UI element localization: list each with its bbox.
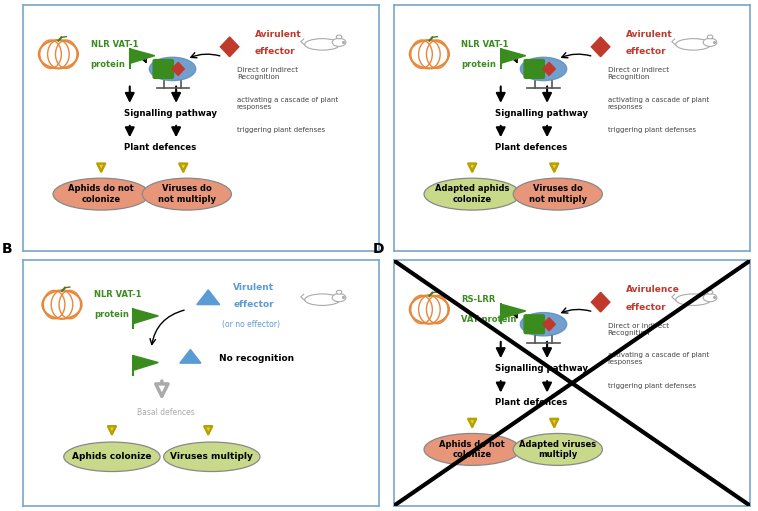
Text: activating a cascade of plant
responses: activating a cascade of plant responses xyxy=(608,352,709,365)
Text: Viruses do
not multiply: Viruses do not multiply xyxy=(158,184,216,204)
Text: Avirulent: Avirulent xyxy=(255,30,302,39)
Text: protein: protein xyxy=(462,59,496,68)
FancyBboxPatch shape xyxy=(524,315,544,334)
Text: Avirulent: Avirulent xyxy=(625,30,672,39)
Polygon shape xyxy=(130,49,155,63)
Text: No recognition: No recognition xyxy=(219,354,294,363)
Ellipse shape xyxy=(332,38,346,47)
Polygon shape xyxy=(133,309,158,323)
Text: D: D xyxy=(372,242,384,256)
Ellipse shape xyxy=(703,38,717,47)
Text: Direct or indirect
Recognition: Direct or indirect Recognition xyxy=(608,322,669,336)
Ellipse shape xyxy=(513,433,603,466)
Text: RS-LRR: RS-LRR xyxy=(462,295,496,304)
Text: Adapted aphids
colonize: Adapted aphids colonize xyxy=(435,184,509,204)
Text: Direct or indirect
Recognition: Direct or indirect Recognition xyxy=(608,67,669,80)
Polygon shape xyxy=(591,37,610,57)
Ellipse shape xyxy=(424,178,520,210)
Text: Aphids colonize: Aphids colonize xyxy=(72,452,152,461)
Text: Virulent: Virulent xyxy=(233,283,274,292)
Text: Viruses do
not multiply: Viruses do not multiply xyxy=(529,184,587,204)
FancyBboxPatch shape xyxy=(524,60,544,78)
Polygon shape xyxy=(133,356,158,370)
Polygon shape xyxy=(591,292,610,312)
Text: Viruses multiply: Viruses multiply xyxy=(171,452,253,461)
Polygon shape xyxy=(180,350,201,363)
Text: Signalling pathway: Signalling pathway xyxy=(124,109,218,118)
Polygon shape xyxy=(501,304,526,319)
Polygon shape xyxy=(543,318,556,331)
Polygon shape xyxy=(221,37,239,57)
Text: (or no effector): (or no effector) xyxy=(223,320,280,329)
Ellipse shape xyxy=(305,39,340,50)
Text: Plant defences: Plant defences xyxy=(496,143,568,152)
Ellipse shape xyxy=(707,35,713,39)
Text: NLR VAT-1: NLR VAT-1 xyxy=(90,40,138,49)
Text: Avirulence: Avirulence xyxy=(625,285,679,294)
Text: activating a cascade of plant
responses: activating a cascade of plant responses xyxy=(236,97,338,110)
Ellipse shape xyxy=(337,290,342,294)
Text: triggering plant defenses: triggering plant defenses xyxy=(236,127,325,133)
Text: Signalling pathway: Signalling pathway xyxy=(496,364,588,373)
Text: effector: effector xyxy=(255,47,295,56)
Text: protein: protein xyxy=(94,310,129,319)
Ellipse shape xyxy=(332,294,346,301)
Polygon shape xyxy=(501,49,526,63)
Ellipse shape xyxy=(149,57,196,81)
Text: triggering plant defenses: triggering plant defenses xyxy=(608,383,696,388)
Text: effector: effector xyxy=(625,47,666,56)
Ellipse shape xyxy=(143,178,231,210)
Ellipse shape xyxy=(53,178,149,210)
Ellipse shape xyxy=(337,35,342,39)
Text: B: B xyxy=(2,242,12,256)
Text: effector: effector xyxy=(233,300,274,309)
Text: NLR VAT-1: NLR VAT-1 xyxy=(462,40,509,49)
Ellipse shape xyxy=(513,178,603,210)
Text: Aphids do not
colonize: Aphids do not colonize xyxy=(68,184,134,204)
Text: Signalling pathway: Signalling pathway xyxy=(496,109,588,118)
Polygon shape xyxy=(172,62,184,76)
Text: NLR VAT-1: NLR VAT-1 xyxy=(94,290,142,299)
Ellipse shape xyxy=(520,313,567,336)
Text: Basal defences: Basal defences xyxy=(137,408,195,417)
Text: VAT protein: VAT protein xyxy=(462,315,517,324)
Text: activating a cascade of plant
responses: activating a cascade of plant responses xyxy=(608,97,709,110)
Ellipse shape xyxy=(707,290,713,294)
Ellipse shape xyxy=(703,294,717,301)
Text: Direct or indirect
Recognition: Direct or indirect Recognition xyxy=(236,67,298,80)
Polygon shape xyxy=(197,290,220,305)
Text: Plant defences: Plant defences xyxy=(496,398,568,407)
Polygon shape xyxy=(543,62,556,76)
Ellipse shape xyxy=(675,294,711,306)
FancyBboxPatch shape xyxy=(153,60,174,78)
Text: Plant defences: Plant defences xyxy=(124,143,196,152)
Text: effector: effector xyxy=(625,303,666,312)
Ellipse shape xyxy=(424,433,520,466)
Text: protein: protein xyxy=(90,59,125,68)
Ellipse shape xyxy=(675,39,711,50)
Text: triggering plant defenses: triggering plant defenses xyxy=(608,127,696,133)
Text: Aphids do not
colonize: Aphids do not colonize xyxy=(440,440,505,459)
Ellipse shape xyxy=(520,57,567,81)
Ellipse shape xyxy=(305,294,340,306)
Ellipse shape xyxy=(164,442,260,472)
Text: Adapted viruses
multiply: Adapted viruses multiply xyxy=(519,440,597,459)
Ellipse shape xyxy=(64,442,160,472)
